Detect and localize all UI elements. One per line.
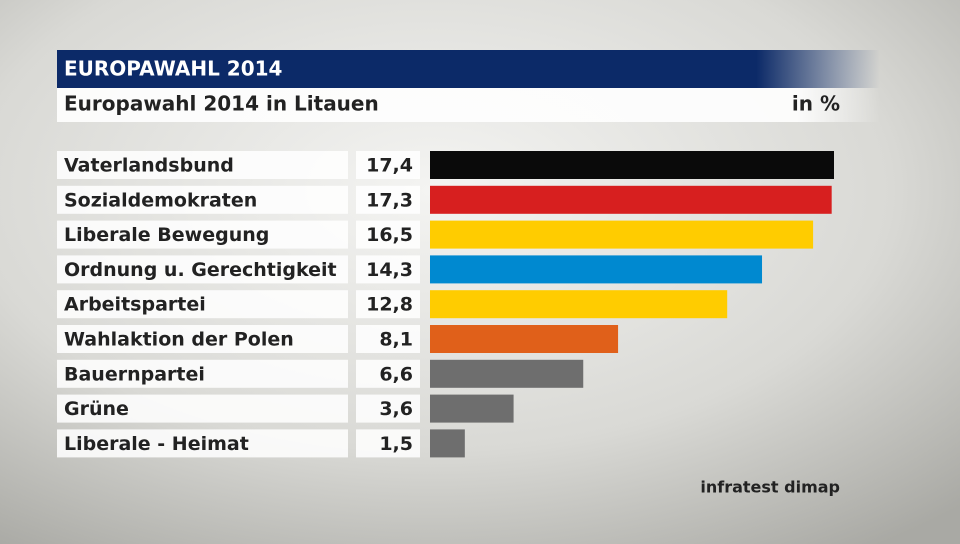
value-box — [356, 394, 420, 423]
value-box — [356, 325, 420, 353]
label-box — [57, 220, 348, 249]
category-label: Bauernpartei — [64, 363, 205, 385]
bar — [430, 255, 763, 284]
bar — [430, 151, 834, 179]
value-label: 3,6 — [379, 398, 413, 420]
value-label: 8,1 — [379, 329, 413, 351]
value-box — [356, 429, 420, 458]
value-box — [356, 255, 420, 284]
bar — [430, 290, 728, 319]
bar — [430, 429, 465, 458]
value-box — [356, 359, 420, 388]
category-label: Ordnung u. Gerechtigkeit — [64, 259, 337, 281]
header-bar — [57, 50, 880, 88]
label-box — [57, 255, 348, 284]
bar — [430, 185, 832, 214]
category-label: Grüne — [64, 398, 129, 420]
category-label: Liberale - Heimat — [64, 433, 249, 455]
category-label: Vaterlandsbund — [64, 155, 234, 177]
label-box — [57, 151, 348, 179]
category-label: Liberale Bewegung — [64, 224, 269, 246]
value-label: 14,3 — [366, 259, 413, 281]
title-bar — [57, 88, 880, 122]
header: EUROPAWAHL 2014 — [64, 57, 282, 81]
value-box — [356, 185, 420, 214]
label-box — [57, 185, 348, 214]
label-box — [57, 429, 348, 458]
value-label: 17,4 — [366, 155, 413, 177]
value-box — [356, 151, 420, 179]
chart-title: Europawahl 2014 in Litauen — [64, 92, 379, 116]
unit: in % — [792, 92, 840, 116]
value-label: 16,5 — [366, 224, 413, 246]
bar — [430, 394, 514, 423]
value-label: 12,8 — [366, 294, 413, 316]
label-box — [57, 359, 348, 388]
value-label: 1,5 — [379, 433, 413, 455]
bar — [430, 359, 584, 388]
value-label: 17,3 — [366, 189, 413, 211]
bar — [430, 325, 619, 353]
source: infratest dimap — [700, 478, 840, 497]
value-box — [356, 290, 420, 319]
category-label: Wahlaktion der Polen — [64, 329, 294, 351]
bar — [430, 220, 814, 249]
label-box — [57, 394, 348, 423]
category-label: Sozialdemokraten — [64, 189, 257, 211]
category-label: Arbeitspartei — [64, 294, 206, 316]
value-box — [356, 220, 420, 249]
value-label: 6,6 — [379, 363, 413, 385]
label-box — [57, 325, 348, 353]
label-box — [57, 290, 348, 319]
